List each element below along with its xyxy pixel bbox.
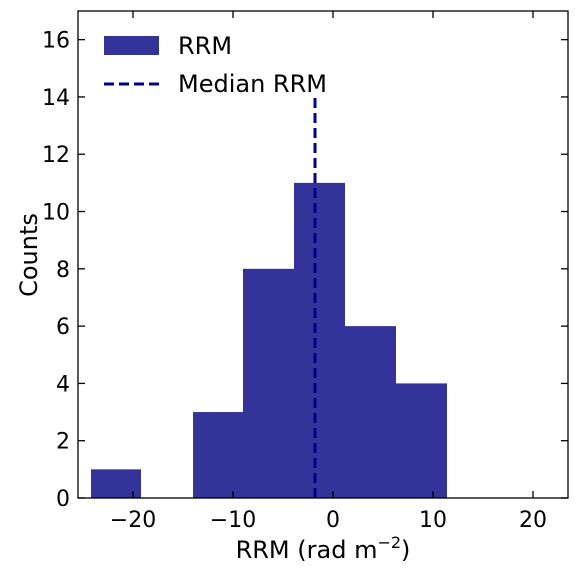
legend-label-median: Median RRM (178, 70, 327, 98)
legend: RRM Median RRM (104, 32, 327, 98)
ticks-group (78, 11, 568, 499)
y-tick-label: 2 (56, 430, 70, 455)
legend-label-rrm: RRM (178, 32, 232, 60)
histogram-bar-4 (294, 182, 345, 498)
x-axis-label-sup: −2 (377, 533, 401, 552)
y-tick-label: 0 (56, 487, 70, 512)
x-tick-label: 20 (519, 508, 547, 533)
histogram-bar-5 (345, 326, 396, 498)
y-tick-label: 12 (42, 143, 70, 168)
legend-patch-rrm (104, 36, 159, 55)
x-axis-label-main: RRM (rad m (236, 536, 378, 564)
bars-group (91, 182, 447, 498)
y-tick-label: 4 (56, 372, 70, 397)
y-tick-label: 14 (42, 86, 70, 111)
x-axis-label-close: ) (401, 536, 410, 564)
tick-labels-group: −20 −10 0 10 20 0 2 4 6 8 10 12 14 16 (42, 29, 547, 533)
x-axis-label: RRM (rad m−2) (236, 533, 411, 564)
x-tick-label: −20 (110, 508, 156, 533)
y-axis-label: Counts (15, 213, 43, 297)
y-tick-label: 16 (42, 29, 70, 54)
histogram-bar-2 (193, 412, 243, 498)
y-tick-label: 10 (42, 201, 70, 226)
x-tick-label: 0 (326, 508, 340, 533)
y-tick-label: 8 (56, 258, 70, 283)
histogram-bar-3 (243, 268, 294, 498)
x-tick-label: 10 (419, 508, 447, 533)
histogram-bar-6 (396, 383, 447, 498)
x-tick-label: −10 (210, 508, 256, 533)
y-tick-label: 6 (56, 315, 70, 340)
plot-frame (77, 10, 569, 499)
